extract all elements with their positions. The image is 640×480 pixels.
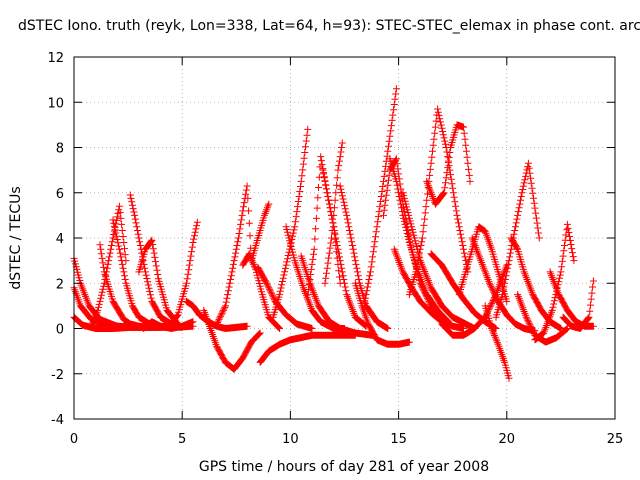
data-point-markers <box>455 223 511 305</box>
x-tick-label: 0 <box>70 432 78 447</box>
y-tick-label: 12 <box>47 51 64 66</box>
data-markers <box>70 85 597 382</box>
data-point-markers <box>256 331 359 366</box>
data-series <box>165 218 201 330</box>
y-tick-label: -4 <box>51 413 64 428</box>
y-tick-label: 6 <box>56 187 64 202</box>
y-tick-label: 2 <box>56 277 64 292</box>
x-tick-label: 15 <box>390 432 407 447</box>
data-series <box>247 200 273 265</box>
data-point-markers <box>213 182 255 328</box>
data-point-markers <box>247 200 273 265</box>
data-point-markers <box>390 245 467 332</box>
data-point-markers <box>165 218 201 330</box>
data-point-markers <box>139 318 197 332</box>
data-series <box>351 279 413 348</box>
data-series <box>336 182 392 332</box>
data-point-markers <box>423 121 474 208</box>
y-tick-label: 8 <box>56 142 64 157</box>
data-series <box>269 125 312 321</box>
data-series <box>481 302 513 382</box>
data-point-markers <box>336 182 392 332</box>
data-point-markers <box>351 279 413 348</box>
data-point-markers <box>321 139 346 287</box>
data-point-markers <box>492 159 543 321</box>
data-point-markers <box>559 277 597 332</box>
data-series <box>492 159 543 321</box>
data-series <box>213 182 255 328</box>
data-series <box>256 331 359 366</box>
data-point-markers <box>200 306 264 373</box>
x-tick-label: 10 <box>282 432 299 447</box>
data-series <box>200 306 264 373</box>
data-series <box>423 121 474 208</box>
data-series <box>139 318 197 332</box>
data-point-markers <box>269 125 312 321</box>
y-axis-title: dSTEC / TECUs <box>8 186 24 289</box>
data-series <box>455 223 511 305</box>
data-point-markers <box>438 261 511 339</box>
data-series <box>559 277 597 332</box>
x-tick-label: 5 <box>178 432 186 447</box>
data-series <box>360 85 400 310</box>
y-tick-label: -2 <box>51 368 64 383</box>
chart-title: dSTEC Iono. truth (reyk, Lon=338, Lat=64… <box>18 18 640 34</box>
data-series <box>297 252 377 339</box>
data-series <box>390 245 467 332</box>
data-point-markers <box>360 85 400 310</box>
data-point-markers <box>481 302 513 382</box>
data-series <box>438 261 511 339</box>
x-tick-label: 20 <box>499 432 516 447</box>
y-tick-label: 4 <box>56 232 64 247</box>
y-tick-label: 10 <box>47 96 64 111</box>
data-point-markers <box>297 252 377 339</box>
data-point-markers <box>319 166 370 330</box>
data-series <box>321 139 346 287</box>
data-series <box>319 166 370 330</box>
axis-ticks: 0 5 10 15 20 25 -4 -2 0 2 4 6 8 10 12 <box>47 51 623 447</box>
x-tick-label: 25 <box>607 432 624 447</box>
y-tick-label: 0 <box>56 323 64 338</box>
x-axis-title: GPS time / hours of day 281 of year 2008 <box>199 459 489 475</box>
